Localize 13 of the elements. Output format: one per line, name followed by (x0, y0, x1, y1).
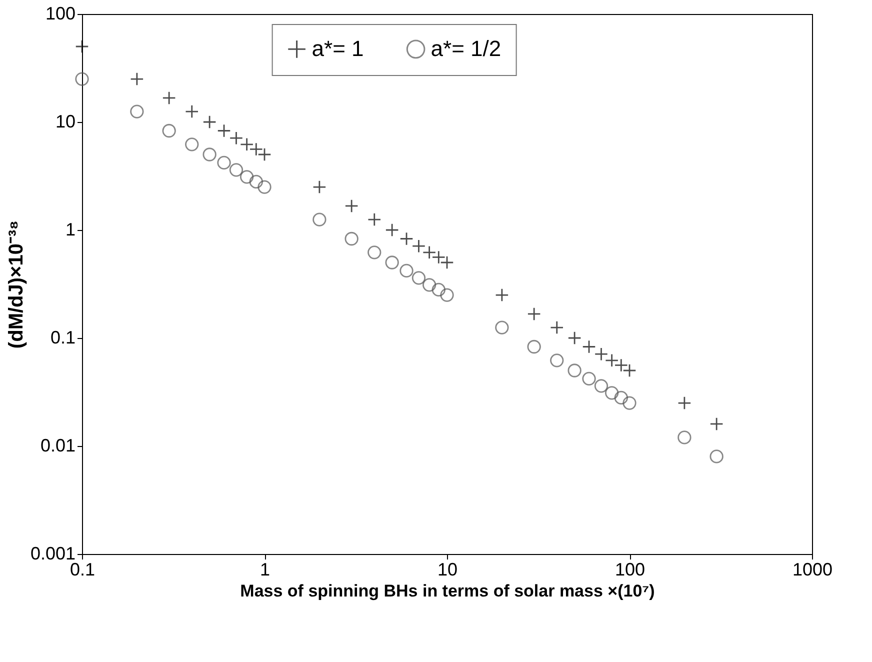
y-tick-label: 0.1 (50, 328, 76, 348)
x-tick-label: 1 (260, 560, 270, 580)
x-tick-label: 100 (614, 560, 646, 580)
y-axis-title: (dM/dJ)×10⁻³⁸ (5, 220, 28, 349)
y-tick-label: 100 (45, 4, 76, 24)
y-tick-label: 10 (55, 112, 76, 132)
x-tick-label: 10 (437, 560, 458, 580)
legend-label: a*= 1/2 (430, 36, 502, 62)
x-axis-title: Mass of spinning BHs in terms of solar mass ×(10⁷) (240, 582, 655, 600)
y-tick-label: 1 (65, 220, 76, 240)
legend-label: a*= 1 (312, 36, 364, 62)
x-tick-label: 1000 (792, 560, 833, 580)
y-tick-label: 0.01 (40, 436, 76, 456)
